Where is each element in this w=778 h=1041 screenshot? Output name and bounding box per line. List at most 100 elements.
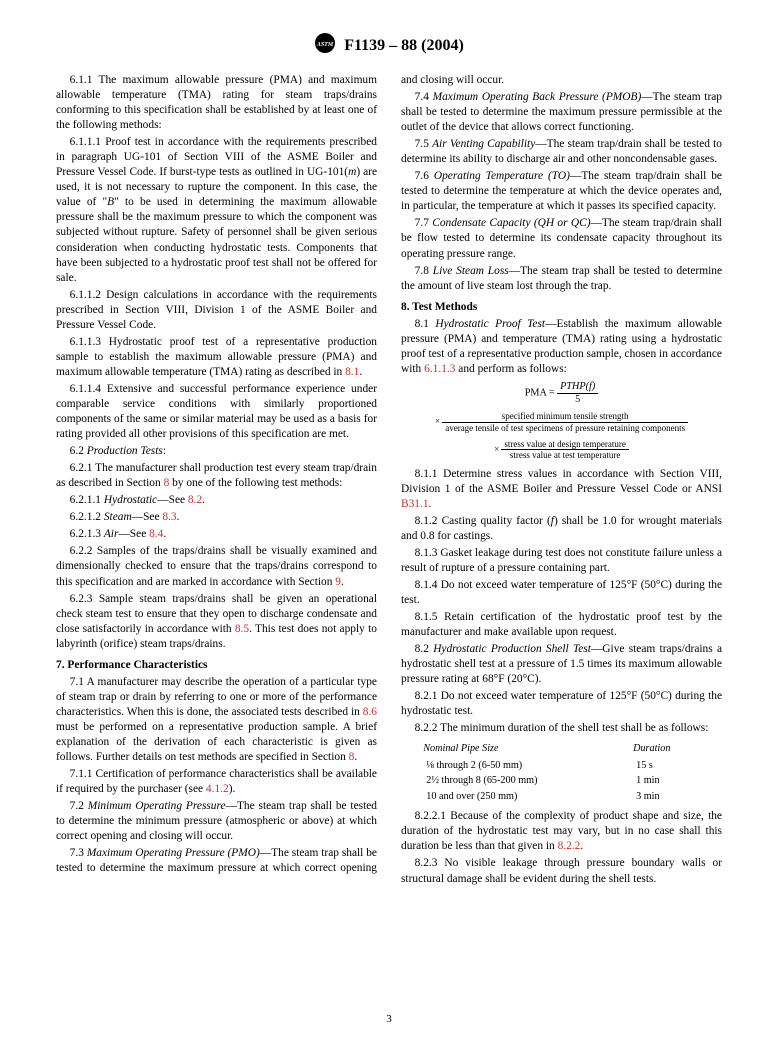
table-row: 2½ through 8 (65-200 mm) 1 min [422, 774, 700, 787]
t: —See [132, 511, 163, 523]
para-7-4: 7.4 Maximum Operating Back Pressure (PMO… [401, 90, 722, 135]
page: ASTM F1139 – 88 (2004) 6.1.1 The maximum… [0, 0, 778, 1041]
t: Hydrostatic [104, 494, 157, 506]
table-8-2-2: Nominal Pipe Size Duration ⅛ through 2 (… [401, 739, 722, 806]
para-6-2-1-1: 6.2.1.1 Hydrostatic—See 8.2. [56, 493, 377, 508]
td: 1 min [632, 774, 701, 787]
para-6-2-3: 6.2.3 Sample steam traps/drains shall be… [56, 592, 377, 652]
para-8-2-3: 8.2.3 No visible leakage through pressur… [401, 856, 722, 886]
t: Air [104, 528, 119, 540]
td: 15 s [632, 759, 701, 772]
t: Steam [104, 511, 132, 523]
t: specified minimum tensile strength [442, 411, 688, 422]
formula-pma: PMA = PTHP(f) 5 [401, 381, 722, 405]
t: 7.3 [70, 847, 87, 859]
designation-text: F1139 – 88 (2004) [344, 37, 464, 55]
t: Production Tests [87, 445, 163, 457]
page-number: 3 [386, 1013, 392, 1025]
t: Live Steam Loss [433, 265, 509, 277]
t: . [341, 576, 344, 588]
para-7-1-1: 7.1.1 Certification of performance chara… [56, 767, 377, 797]
frac-pthp: PTHP(f) 5 [557, 381, 598, 405]
xref-6-1-1-3: 6.1.1.3 [424, 363, 455, 375]
para-7-2: 7.2 Minimum Operating Pressure—The steam… [56, 799, 377, 844]
t: 7.1 A manufacturer may describe the oper… [56, 676, 377, 718]
th-size: Nominal Pipe Size [422, 741, 630, 757]
para-8-2-2: 8.2.2 The minimum duration of the shell … [401, 721, 722, 736]
td: 10 and over (250 mm) [422, 790, 630, 803]
para-8-1-1: 8.1.1 Determine stress values in accorda… [401, 467, 722, 512]
t: 6.2.1.1 [70, 494, 104, 506]
t: × [435, 416, 440, 426]
t: 5 [557, 394, 598, 406]
t: 6.1.1.1 Proof test in accordance with th… [56, 136, 377, 178]
t: 7.4 [415, 91, 433, 103]
para-6-1-1-4: 6.1.1.4 Extensive and successful perform… [56, 382, 377, 442]
t: 8.1.1 Determine stress values in accorda… [401, 468, 722, 495]
t: stress value at test temperature [501, 450, 628, 460]
xref-8-1: 8.1 [345, 366, 359, 378]
xref-8-2: 8.2 [188, 494, 202, 506]
t: 8.2 [415, 643, 434, 655]
frac-tensile: specified minimum tensile strength avera… [442, 411, 688, 433]
t: —See [157, 494, 188, 506]
para-6-1-1: 6.1.1 The maximum allowable pressure (PM… [56, 73, 377, 133]
t: Air Venting Capability [432, 138, 535, 150]
formula-line3: × stress value at design temperature str… [401, 439, 722, 461]
body-columns: 6.1.1 The maximum allowable pressure (PM… [56, 73, 722, 887]
t: —See [118, 528, 149, 540]
t: . [359, 366, 362, 378]
t: Maximum Operating Pressure (PMO) [87, 847, 260, 859]
para-7-6: 7.6 Operating Temperature (TO)—The steam… [401, 169, 722, 214]
t: ). [229, 783, 236, 795]
astm-logo: ASTM [314, 32, 336, 59]
para-6-1-1-2: 6.1.1.2 Design calculations in accordanc… [56, 288, 377, 333]
xref-8-5: 8.5 [235, 623, 249, 635]
t: 6.2.1.3 [70, 528, 104, 540]
t: Hydrostatic Proof Test [435, 318, 545, 330]
t: . [580, 840, 583, 852]
t: Minimum Operating Pressure [88, 800, 226, 812]
para-8-1-3: 8.1.3 Gasket leakage during test does no… [401, 546, 722, 576]
t: average tensile of test specimens of pre… [442, 423, 688, 433]
para-6-1-1-3: 6.1.1.3 Hydrostatic proof test of a repr… [56, 335, 377, 380]
t: 7.6 [415, 170, 434, 182]
t: 7.2 [70, 800, 88, 812]
t: 7.5 [415, 138, 432, 150]
para-8-1: 8.1 Hydrostatic Proof Test—Establish the… [401, 317, 722, 377]
t: stress value at design temperature [501, 439, 628, 450]
xref-8-2-2: 8.2.2 [558, 840, 581, 852]
t: 6.2.2 Samples of the traps/drains shall … [56, 545, 377, 587]
para-6-2-1-3: 6.2.1.3 Air—See 8.4. [56, 527, 377, 542]
table-row: 10 and over (250 mm) 3 min [422, 790, 700, 803]
para-7-8: 7.8 Live Steam Loss—The steam trap shall… [401, 264, 722, 294]
para-8-2-1: 8.2.1 Do not exceed water temperature of… [401, 689, 722, 719]
heading-7: 7. Performance Characteristics [56, 658, 377, 673]
xref-8-6: 8.6 [363, 706, 377, 718]
t: Condensate Capacity (QH or QC) [432, 217, 590, 229]
t: . [429, 498, 432, 510]
para-8-1-4: 8.1.4 Do not exceed water temperature of… [401, 578, 722, 608]
para-6-2-1: 6.2.1 The manufacturer shall production … [56, 461, 377, 491]
xref-8-4: 8.4 [149, 528, 163, 540]
t: and perform as follows: [455, 363, 566, 375]
para-6-2-1-2: 6.2.1.2 Steam—See 8.3. [56, 510, 377, 525]
page-header: ASTM F1139 – 88 (2004) [56, 32, 722, 59]
para-7-7: 7.7 Condensate Capacity (QH or QC)—The s… [401, 216, 722, 261]
para-7-1: 7.1 A manufacturer may describe the oper… [56, 675, 377, 765]
t: 7.8 [415, 265, 433, 277]
heading-8: 8. Test Methods [401, 300, 722, 315]
frac-stress: stress value at design temperature stres… [501, 439, 628, 461]
para-7-5: 7.5 Air Venting Capability—The steam tra… [401, 137, 722, 167]
xref-4-1-2: 4.1.2 [206, 783, 229, 795]
td: 2½ through 8 (65-200 mm) [422, 774, 630, 787]
td: ⅛ through 2 (6-50 mm) [422, 759, 630, 772]
xref-8-3: 8.3 [162, 511, 176, 523]
svg-text:ASTM: ASTM [316, 42, 334, 48]
t: 6.2.1.2 [70, 511, 104, 523]
para-6-2-2: 6.2.2 Samples of the traps/drains shall … [56, 544, 377, 589]
t: by one of the following test methods: [169, 477, 342, 489]
t: 8.1.2 Casting quality factor ( [415, 515, 551, 527]
t: Maximum Operating Back Pressure (PMOB) [433, 91, 642, 103]
t: : [163, 445, 166, 457]
